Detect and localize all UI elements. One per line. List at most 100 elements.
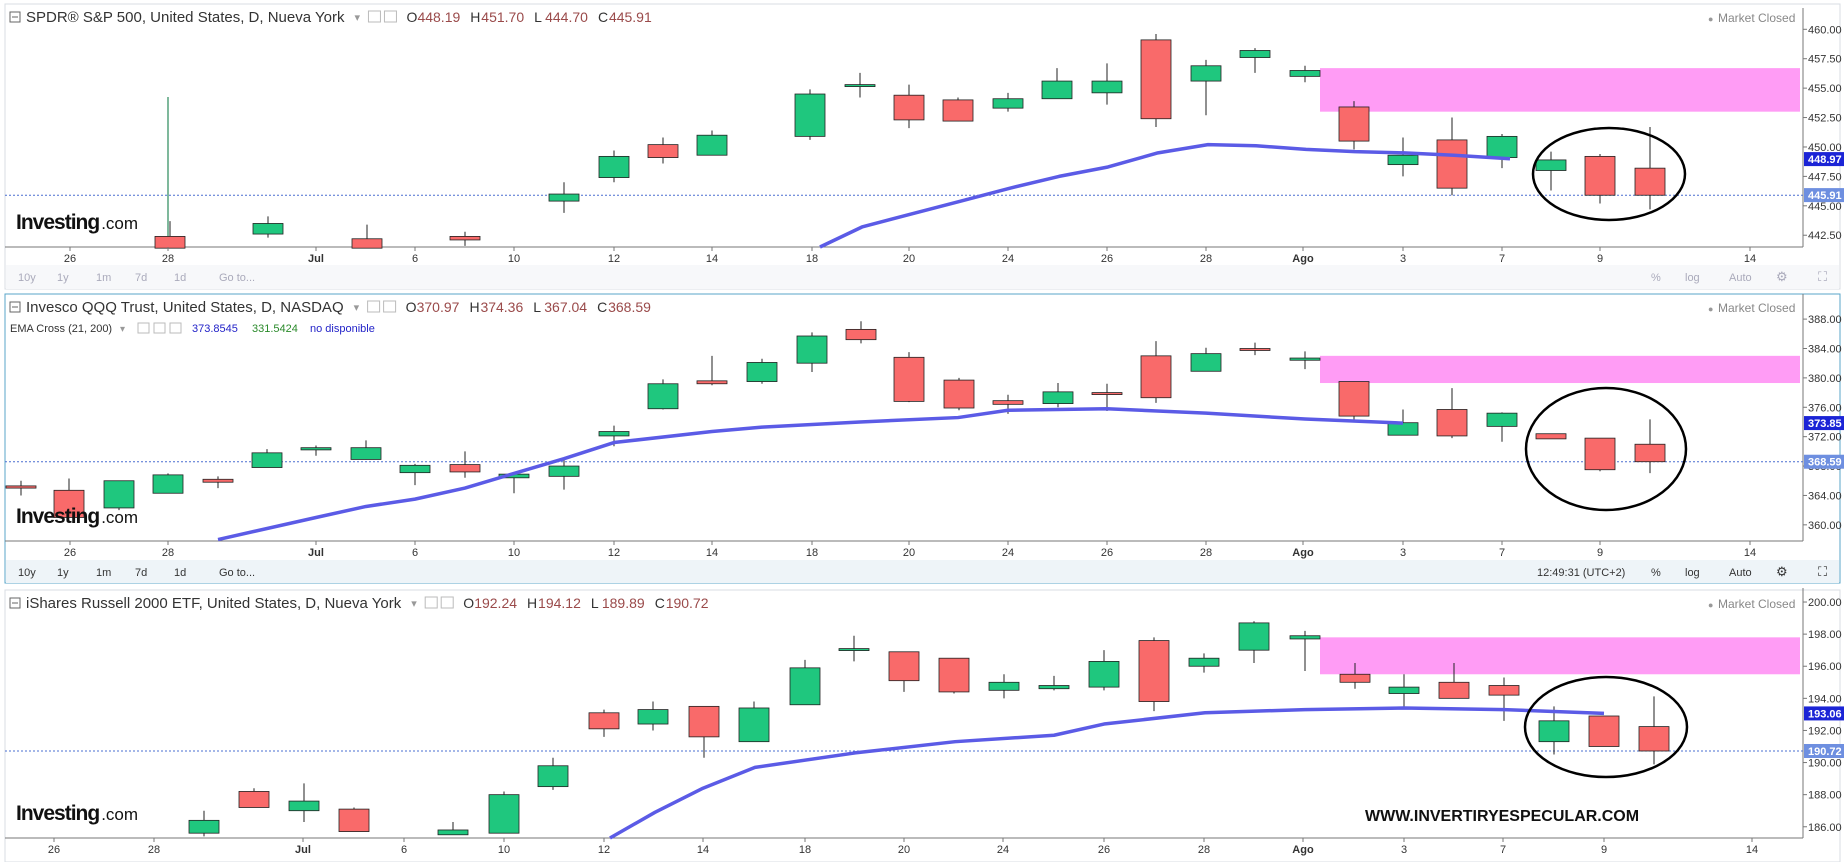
candle[interactable] <box>548 460 580 490</box>
candle[interactable] <box>988 674 1020 699</box>
indicator-eye-icon[interactable] <box>153 322 166 334</box>
candle[interactable] <box>1584 437 1616 472</box>
candle[interactable] <box>637 701 669 731</box>
range-button-7d[interactable]: 7d <box>135 272 147 284</box>
candle[interactable] <box>1138 637 1170 712</box>
candle[interactable] <box>746 358 778 384</box>
range-button-1m[interactable]: 1m <box>96 272 111 284</box>
candle[interactable] <box>696 355 728 386</box>
candle[interactable] <box>1239 342 1271 356</box>
candle[interactable] <box>103 480 135 511</box>
candle[interactable] <box>1338 381 1370 420</box>
candle[interactable] <box>943 377 975 411</box>
candle[interactable] <box>796 332 828 373</box>
percent-toggle[interactable]: % <box>1651 567 1661 579</box>
settings-icon[interactable] <box>424 596 438 609</box>
candle[interactable] <box>288 783 320 822</box>
symbol-title[interactable]: Invesco QQQ Trust, United States, D, NAS… <box>26 299 344 316</box>
range-button-10y[interactable]: 10y <box>18 272 36 284</box>
range-button-1d[interactable]: 1d <box>174 272 186 284</box>
candle[interactable] <box>1387 137 1419 177</box>
log-toggle[interactable]: log <box>1685 567 1700 579</box>
indicator-settings-icon[interactable] <box>137 322 150 334</box>
range-button-10y[interactable]: 10y <box>18 567 36 579</box>
candle[interactable] <box>1588 715 1620 747</box>
candle[interactable] <box>5 480 37 496</box>
candle[interactable] <box>992 92 1024 112</box>
candle[interactable] <box>1188 653 1220 673</box>
range-button-1d[interactable]: 1d <box>174 567 186 579</box>
title-dropdown-icon[interactable]: ▾ <box>354 302 360 314</box>
candle[interactable] <box>1634 419 1666 474</box>
fullscreen-icon[interactable]: ⛶ <box>1817 564 1828 579</box>
eye-icon[interactable] <box>383 10 397 23</box>
candle[interactable] <box>838 635 870 662</box>
indicator-name[interactable]: EMA Cross (21, 200) <box>10 323 112 335</box>
candle[interactable] <box>794 89 826 140</box>
gear-icon[interactable]: ⚙ <box>1776 564 1788 579</box>
goto-button[interactable]: Go to... <box>219 272 255 284</box>
candle[interactable] <box>350 440 382 460</box>
candle[interactable] <box>688 705 720 758</box>
candle[interactable] <box>1436 388 1468 439</box>
candle[interactable] <box>1042 383 1074 408</box>
candle[interactable] <box>1584 154 1616 204</box>
candle[interactable] <box>1190 347 1222 372</box>
range-button-1y[interactable]: 1y <box>57 272 69 284</box>
title-dropdown-icon[interactable]: ▾ <box>411 598 417 610</box>
candle[interactable] <box>1289 65 1321 83</box>
auto-toggle[interactable]: Auto <box>1729 567 1752 579</box>
eye-icon[interactable] <box>440 596 454 609</box>
candle[interactable] <box>1339 663 1371 689</box>
candle[interactable] <box>251 449 283 468</box>
candle[interactable] <box>1486 134 1518 169</box>
candle[interactable] <box>1538 706 1570 755</box>
candle[interactable] <box>1338 101 1370 150</box>
candle[interactable] <box>338 807 370 832</box>
candle[interactable] <box>938 657 970 694</box>
symbol-title[interactable]: iShares Russell 2000 ETF, United States,… <box>26 595 402 612</box>
candle[interactable] <box>1638 696 1670 765</box>
candle[interactable] <box>1634 126 1666 210</box>
range-button-1m[interactable]: 1m <box>96 567 111 579</box>
candle[interactable] <box>449 451 481 478</box>
candle[interactable] <box>845 321 877 344</box>
candle[interactable] <box>300 445 332 456</box>
candle[interactable] <box>449 231 481 246</box>
candle[interactable] <box>488 791 520 834</box>
candle[interactable] <box>1238 621 1270 664</box>
candle[interactable] <box>202 476 234 489</box>
candle[interactable] <box>1388 674 1420 708</box>
candle[interactable] <box>1091 383 1123 411</box>
percent-toggle[interactable]: % <box>1651 272 1661 284</box>
candle[interactable] <box>1091 63 1123 105</box>
candle[interactable] <box>598 150 630 183</box>
settings-icon[interactable] <box>367 300 381 313</box>
candle[interactable] <box>844 72 876 98</box>
candle[interactable] <box>399 463 431 486</box>
candle[interactable] <box>1535 151 1567 191</box>
candle[interactable] <box>351 224 383 249</box>
indicator-dropdown-icon[interactable]: ▾ <box>120 324 125 335</box>
candle[interactable] <box>1438 663 1470 699</box>
candle[interactable] <box>1088 650 1120 691</box>
candle[interactable] <box>647 379 679 410</box>
candle[interactable] <box>588 709 620 737</box>
candle[interactable] <box>1488 677 1520 721</box>
candle[interactable] <box>188 810 220 837</box>
gear-icon[interactable]: ⚙ <box>1776 269 1788 284</box>
candle[interactable] <box>1041 68 1073 100</box>
candle[interactable] <box>942 97 974 122</box>
candle[interactable] <box>1486 412 1518 442</box>
candle[interactable] <box>548 182 580 213</box>
range-button-1y[interactable]: 1y <box>57 567 69 579</box>
auto-toggle[interactable]: Auto <box>1729 272 1752 284</box>
indicator-close-icon[interactable] <box>169 322 182 334</box>
candle[interactable] <box>696 130 728 156</box>
candle[interactable] <box>154 221 186 249</box>
log-toggle[interactable]: log <box>1685 272 1700 284</box>
candle[interactable] <box>537 757 569 790</box>
candle[interactable] <box>1140 341 1172 403</box>
candle[interactable] <box>1535 433 1567 440</box>
candle[interactable] <box>1289 630 1321 672</box>
